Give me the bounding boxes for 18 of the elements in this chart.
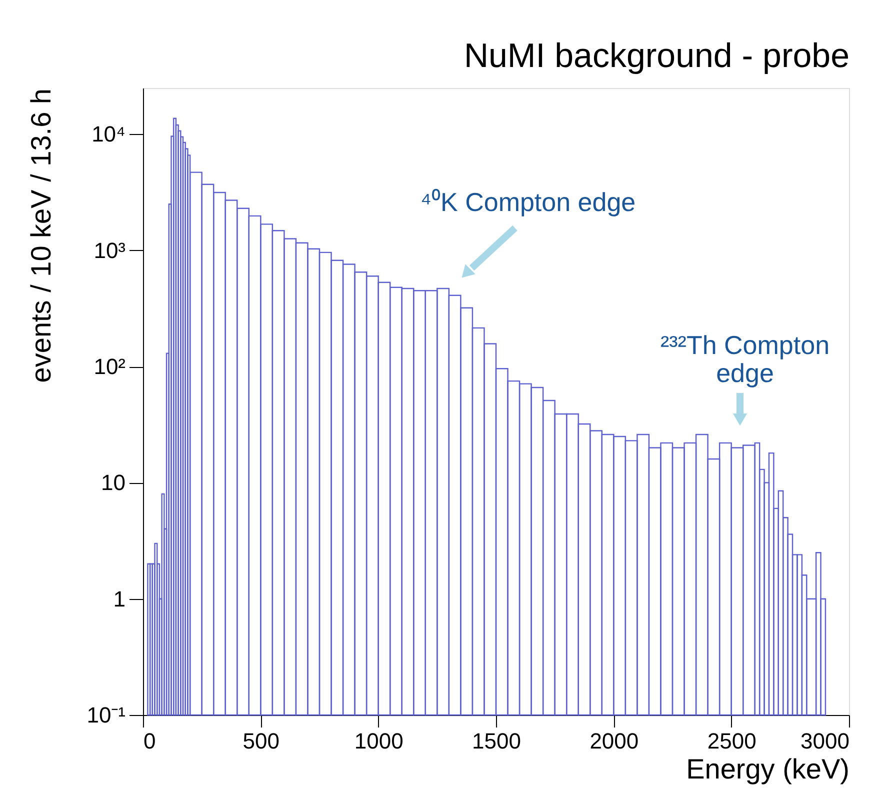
y-tick-label: 10⁴ <box>92 122 126 147</box>
x-tick-label: 500 <box>242 728 280 754</box>
y-tick-label: 10² <box>94 354 126 380</box>
y-axis-title: events / 10 keV / 13.6 h <box>26 88 57 383</box>
x-tick-label: 2500 <box>707 728 756 754</box>
x-tick-label: 2000 <box>590 728 639 754</box>
chart-title: NuMI background - probe <box>464 37 850 75</box>
x-axis-title: Energy (keV) <box>686 754 850 784</box>
x-tick-label: 1000 <box>354 728 404 754</box>
y-tick-label: 1 <box>113 586 126 612</box>
y-tick-label: 10³ <box>94 238 126 263</box>
x-tick-label: 0 <box>144 728 156 754</box>
x-tick-label: 3000 <box>800 728 850 754</box>
y-tick-label: 10 <box>101 470 126 496</box>
y-tick-label: 10⁻¹ <box>86 702 126 728</box>
annotation: ⁴⁰K Compton edge <box>420 187 636 217</box>
annotation: ²³²Th Compton edge <box>660 330 830 388</box>
x-tick-label: 1500 <box>472 728 521 754</box>
